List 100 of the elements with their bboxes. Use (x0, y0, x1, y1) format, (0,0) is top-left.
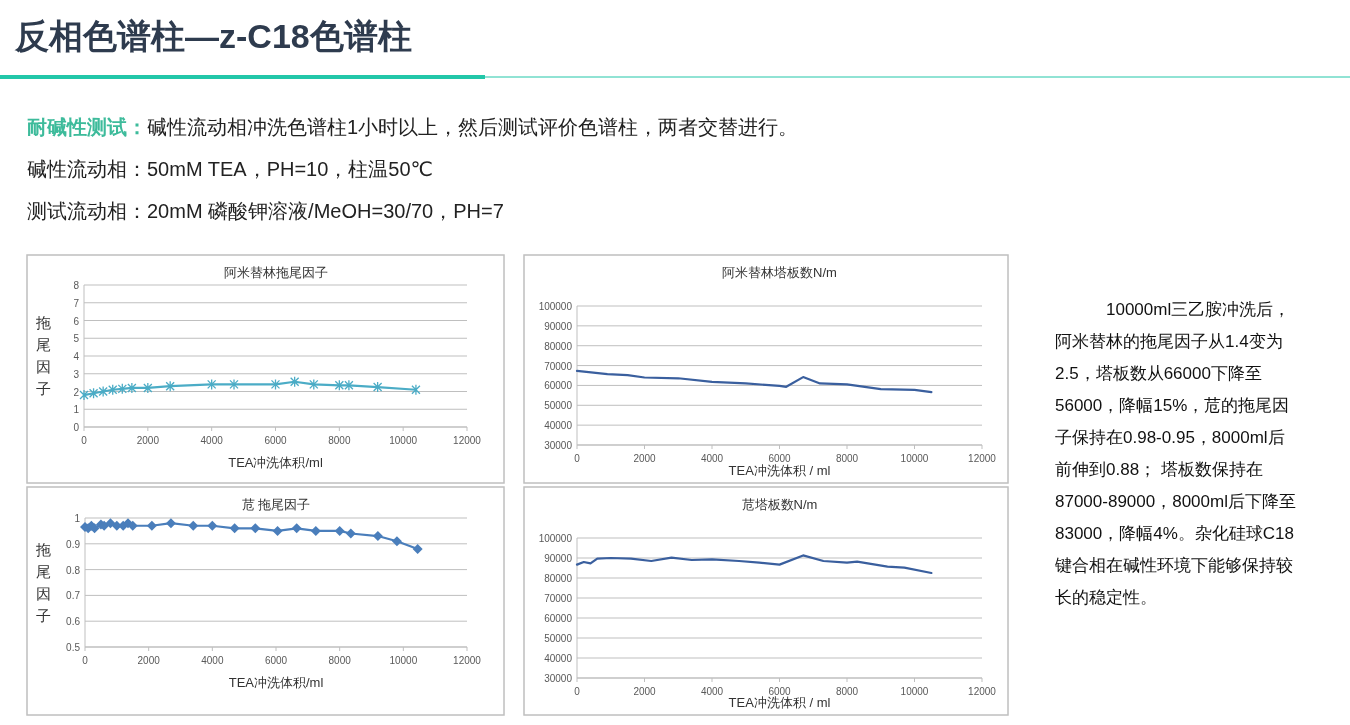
y-tick-label: 50000 (544, 400, 573, 412)
point (372, 531, 383, 542)
line-series (575, 369, 933, 394)
point (372, 381, 383, 393)
x-tick-label: 2000 (136, 435, 160, 446)
y-tick-label: 90000 (544, 320, 573, 332)
x-tick-label: 4000 (200, 435, 224, 446)
point (143, 382, 153, 394)
x-tick-label: 12000 (453, 435, 482, 446)
line-series (575, 554, 933, 575)
y-tick-label: 0.8 (66, 564, 81, 576)
y-axis-title: 拖尾因子 (34, 314, 51, 397)
x-axis-title: TEA冲洗体积/ml (228, 455, 323, 470)
point (146, 520, 157, 531)
x-axis-title: TEA冲洗体积/ml (228, 675, 324, 690)
x-tick-label: 12000 (453, 655, 482, 666)
y-tick-label: 100000 (538, 533, 573, 544)
point (290, 376, 300, 388)
text: 耐碱性测试：碱性流动相冲洗色谱柱1小时以上，然后测试评价色谱柱，两者交替进行。 (27, 116, 799, 138)
text: 10000ml三乙胺冲洗后，阿米替林的拖尾因子从1.4变为2.5，塔板数从66000下降至56000，降幅15%，苊的拖尾因子保持在0.98-0.95，8000ml后前伸到0.88； 塔板数保持在87000-89000，8000ml后下降至83000，降幅4%。杂化硅球C18键合相在碱性环境下能够保持较长的稳定性。 (1055, 300, 1296, 607)
x-tick-label: 0 (574, 686, 581, 697)
x-tick-label: 8000 (835, 453, 859, 464)
point (250, 523, 261, 534)
y-tick-label: 30000 (544, 440, 573, 451)
y-tick-label: 60000 (544, 380, 573, 392)
y-tick-label: 100000 (538, 301, 573, 312)
x-tick-label: 6000 (264, 435, 288, 446)
text: 测试流动相：20mM 磷酸钾溶液/MeOH=30/70，PH=7 (27, 200, 504, 222)
y-tick-label: 1 (73, 404, 80, 416)
text: 反相色谱柱—z-C18色谱柱 (14, 17, 412, 55)
x-tick-label: 2000 (633, 686, 657, 697)
x-tick-label: 0 (574, 453, 581, 464)
y-tick-label: 0.7 (66, 590, 81, 602)
y-tick-label: 60000 (544, 613, 573, 624)
x-tick-label: 10000 (900, 686, 929, 697)
point (411, 384, 421, 396)
point (345, 528, 356, 539)
point (334, 379, 344, 391)
point (165, 380, 175, 392)
point (412, 543, 423, 554)
x-tick-label: 6000 (768, 686, 792, 697)
point (229, 523, 240, 534)
x-tick-label: 8000 (835, 686, 859, 697)
y-tick-label: 70000 (544, 593, 573, 604)
point (291, 523, 302, 534)
point (334, 525, 345, 536)
x-tick-label: 0 (82, 655, 89, 666)
x-tick-label: 12000 (968, 686, 997, 697)
x-tick-label: 10000 (389, 435, 418, 446)
point (207, 520, 218, 531)
x-tick-label: 12000 (968, 453, 997, 464)
y-tick-label: 40000 (544, 420, 573, 432)
y-tick-label: 50000 (544, 633, 573, 644)
point (105, 518, 116, 529)
x-tick-label: 10000 (900, 453, 929, 464)
x-axis-title: TEA冲洗体积 / ml (728, 463, 831, 478)
chart-title: 苊塔板数N/m (741, 497, 818, 512)
y-tick-label: 4 (73, 351, 80, 362)
y-tick-label: 5 (73, 333, 80, 345)
point (117, 383, 127, 395)
point (272, 525, 283, 536)
chart-title: 阿米替林拖尾因子 (223, 265, 328, 280)
point (229, 378, 239, 391)
point (344, 379, 354, 391)
x-tick-label: 6000 (768, 453, 792, 464)
y-tick-label: 40000 (544, 653, 573, 664)
text: 碱性流动相：50mM TEA，PH=10，柱温50℃ (27, 158, 434, 180)
y-tick-label: 0.6 (66, 616, 81, 628)
point (207, 378, 217, 391)
point (270, 378, 281, 391)
x-tick-label: 8000 (328, 655, 352, 666)
x-tick-label: 0 (81, 435, 88, 446)
chart-title: 苊 拖尾因子 (241, 497, 311, 512)
y-tick-label: 7 (73, 297, 80, 309)
y-tick-label: 2 (73, 386, 80, 398)
chart-title: 阿米替林塔板数N/m (722, 265, 837, 280)
y-tick-label: 3 (73, 368, 80, 380)
y-tick-label: 80000 (544, 340, 573, 352)
point (88, 387, 99, 399)
y-tick-label: 80000 (544, 573, 573, 584)
x-tick-label: 2000 (633, 453, 657, 464)
point (309, 378, 319, 391)
y-tick-label: 6 (73, 315, 80, 327)
y-tick-label: 0.9 (66, 538, 81, 550)
y-tick-label: 90000 (544, 553, 573, 564)
x-tick-label: 4000 (700, 686, 724, 697)
x-tick-label: 6000 (264, 655, 288, 666)
point (79, 389, 89, 401)
y-tick-label: 8 (73, 280, 80, 291)
x-tick-label: 10000 (389, 655, 418, 666)
y-tick-label: 0 (73, 422, 80, 433)
point (127, 382, 137, 394)
x-tick-label: 4000 (700, 453, 724, 464)
y-tick-label: 0.5 (66, 642, 81, 653)
y-axis-title: 拖尾因子 (34, 540, 51, 624)
x-axis-title: TEA冲洗体积 / ml (728, 695, 831, 710)
y-tick-label: 70000 (544, 360, 573, 372)
point (310, 525, 321, 536)
point (391, 536, 402, 547)
x-tick-label: 4000 (201, 655, 224, 666)
